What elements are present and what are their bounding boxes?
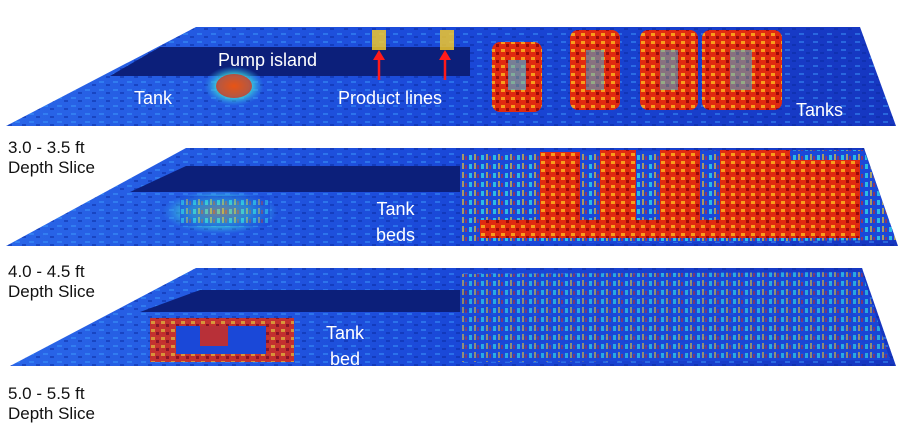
slice-1-depth: 3.0 - 3.5 ft xyxy=(8,138,85,157)
pump-island-label: Pump island xyxy=(218,50,318,70)
slice-3-depth: 5.0 - 5.5 ft xyxy=(8,384,85,403)
slice-3-caption: 5.0 - 5.5 ft Depth Slice xyxy=(8,384,95,424)
product-lines-label: Product lines xyxy=(338,88,443,108)
tank-bed-label: Tank bed xyxy=(326,320,364,372)
slice-1-caption: 3.0 - 3.5 ft Depth Slice xyxy=(8,138,95,178)
slice-3-caption-text: Depth Slice xyxy=(8,404,95,423)
slice-2-caption: 4.0 - 4.5 ft Depth Slice xyxy=(8,262,95,302)
slice-2 xyxy=(6,148,898,246)
tank-beds-label-line-2: beds xyxy=(376,225,416,245)
arrow-icon xyxy=(373,50,385,80)
tank-beds-label: Tank beds xyxy=(376,196,415,248)
slice-2-caption-text: Depth Slice xyxy=(8,282,95,301)
tanks-right-label: Tanks xyxy=(796,100,844,120)
arrow-icon xyxy=(439,50,451,80)
tank-beds-label-line-1: Tank xyxy=(376,199,415,219)
slice-1-caption-text: Depth Slice xyxy=(8,158,95,177)
slice-1 xyxy=(6,27,896,126)
slice-3-dark-band xyxy=(140,290,470,312)
slice-2-depth: 4.0 - 4.5 ft xyxy=(8,262,85,281)
tank-bed-label-line-1: Tank xyxy=(326,323,365,343)
slice-2-dark-band xyxy=(130,166,470,192)
slice-3 xyxy=(10,268,896,366)
tank-left-label: Tank xyxy=(134,88,173,108)
tank-bed-label-line-2: bed xyxy=(329,349,361,369)
